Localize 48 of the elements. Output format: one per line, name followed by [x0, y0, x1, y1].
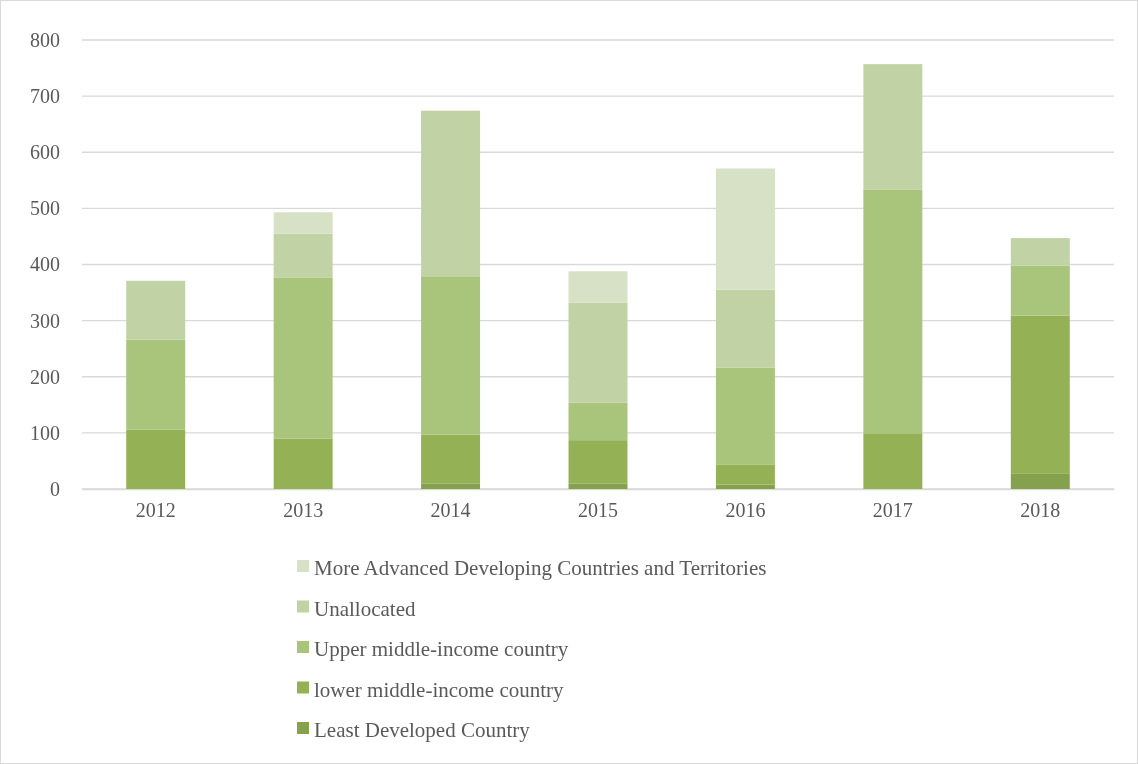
y-tick-label: 200 — [30, 365, 60, 388]
bar — [421, 276, 481, 435]
bar — [568, 440, 628, 484]
bar — [273, 277, 333, 439]
y-tick-label: 100 — [30, 421, 60, 444]
bar — [126, 280, 186, 340]
bar — [715, 367, 775, 465]
bar — [568, 402, 628, 441]
bar — [126, 339, 186, 430]
y-tick-label: 0 — [50, 477, 60, 500]
legend-label: Unallocated — [314, 596, 416, 621]
bar — [715, 464, 775, 485]
bar — [568, 271, 628, 303]
x-tick-label: 2012 — [135, 499, 176, 522]
x-tick-label: 2017 — [872, 499, 913, 522]
bar — [1010, 315, 1070, 474]
legend-label: Least Developed Country — [314, 718, 531, 743]
legend-label: lower middle-income country — [314, 677, 565, 702]
y-tick-label: 700 — [30, 85, 60, 108]
bar — [421, 110, 481, 277]
bar — [568, 483, 628, 489]
bar — [568, 302, 628, 403]
legend-label: More Advanced Developing Countries and Territories — [314, 556, 767, 581]
bar — [273, 438, 333, 489]
x-tick-label: 2016 — [725, 499, 766, 522]
bar — [126, 429, 186, 489]
bar — [273, 212, 333, 234]
y-tick-label: 800 — [30, 28, 60, 51]
y-tick-label: 400 — [30, 253, 60, 276]
bar — [1010, 238, 1070, 266]
bar — [421, 434, 481, 484]
bar — [863, 434, 923, 489]
bar — [715, 289, 775, 368]
x-tick-label: 2015 — [578, 499, 618, 522]
bar — [421, 483, 481, 489]
x-tick-label: 2018 — [1020, 499, 1061, 522]
x-tick-label: 2014 — [430, 499, 471, 522]
bar — [863, 64, 923, 190]
bar — [715, 168, 775, 290]
y-tick-label: 600 — [30, 141, 60, 164]
bar — [1010, 473, 1070, 489]
y-tick-label: 300 — [30, 309, 60, 332]
bar — [1010, 265, 1070, 316]
bar — [273, 233, 333, 278]
legend-label: Upper middle-income country — [314, 637, 569, 662]
y-tick-label: 500 — [30, 197, 60, 220]
x-tick-label: 2013 — [283, 499, 324, 522]
bar — [863, 189, 923, 434]
